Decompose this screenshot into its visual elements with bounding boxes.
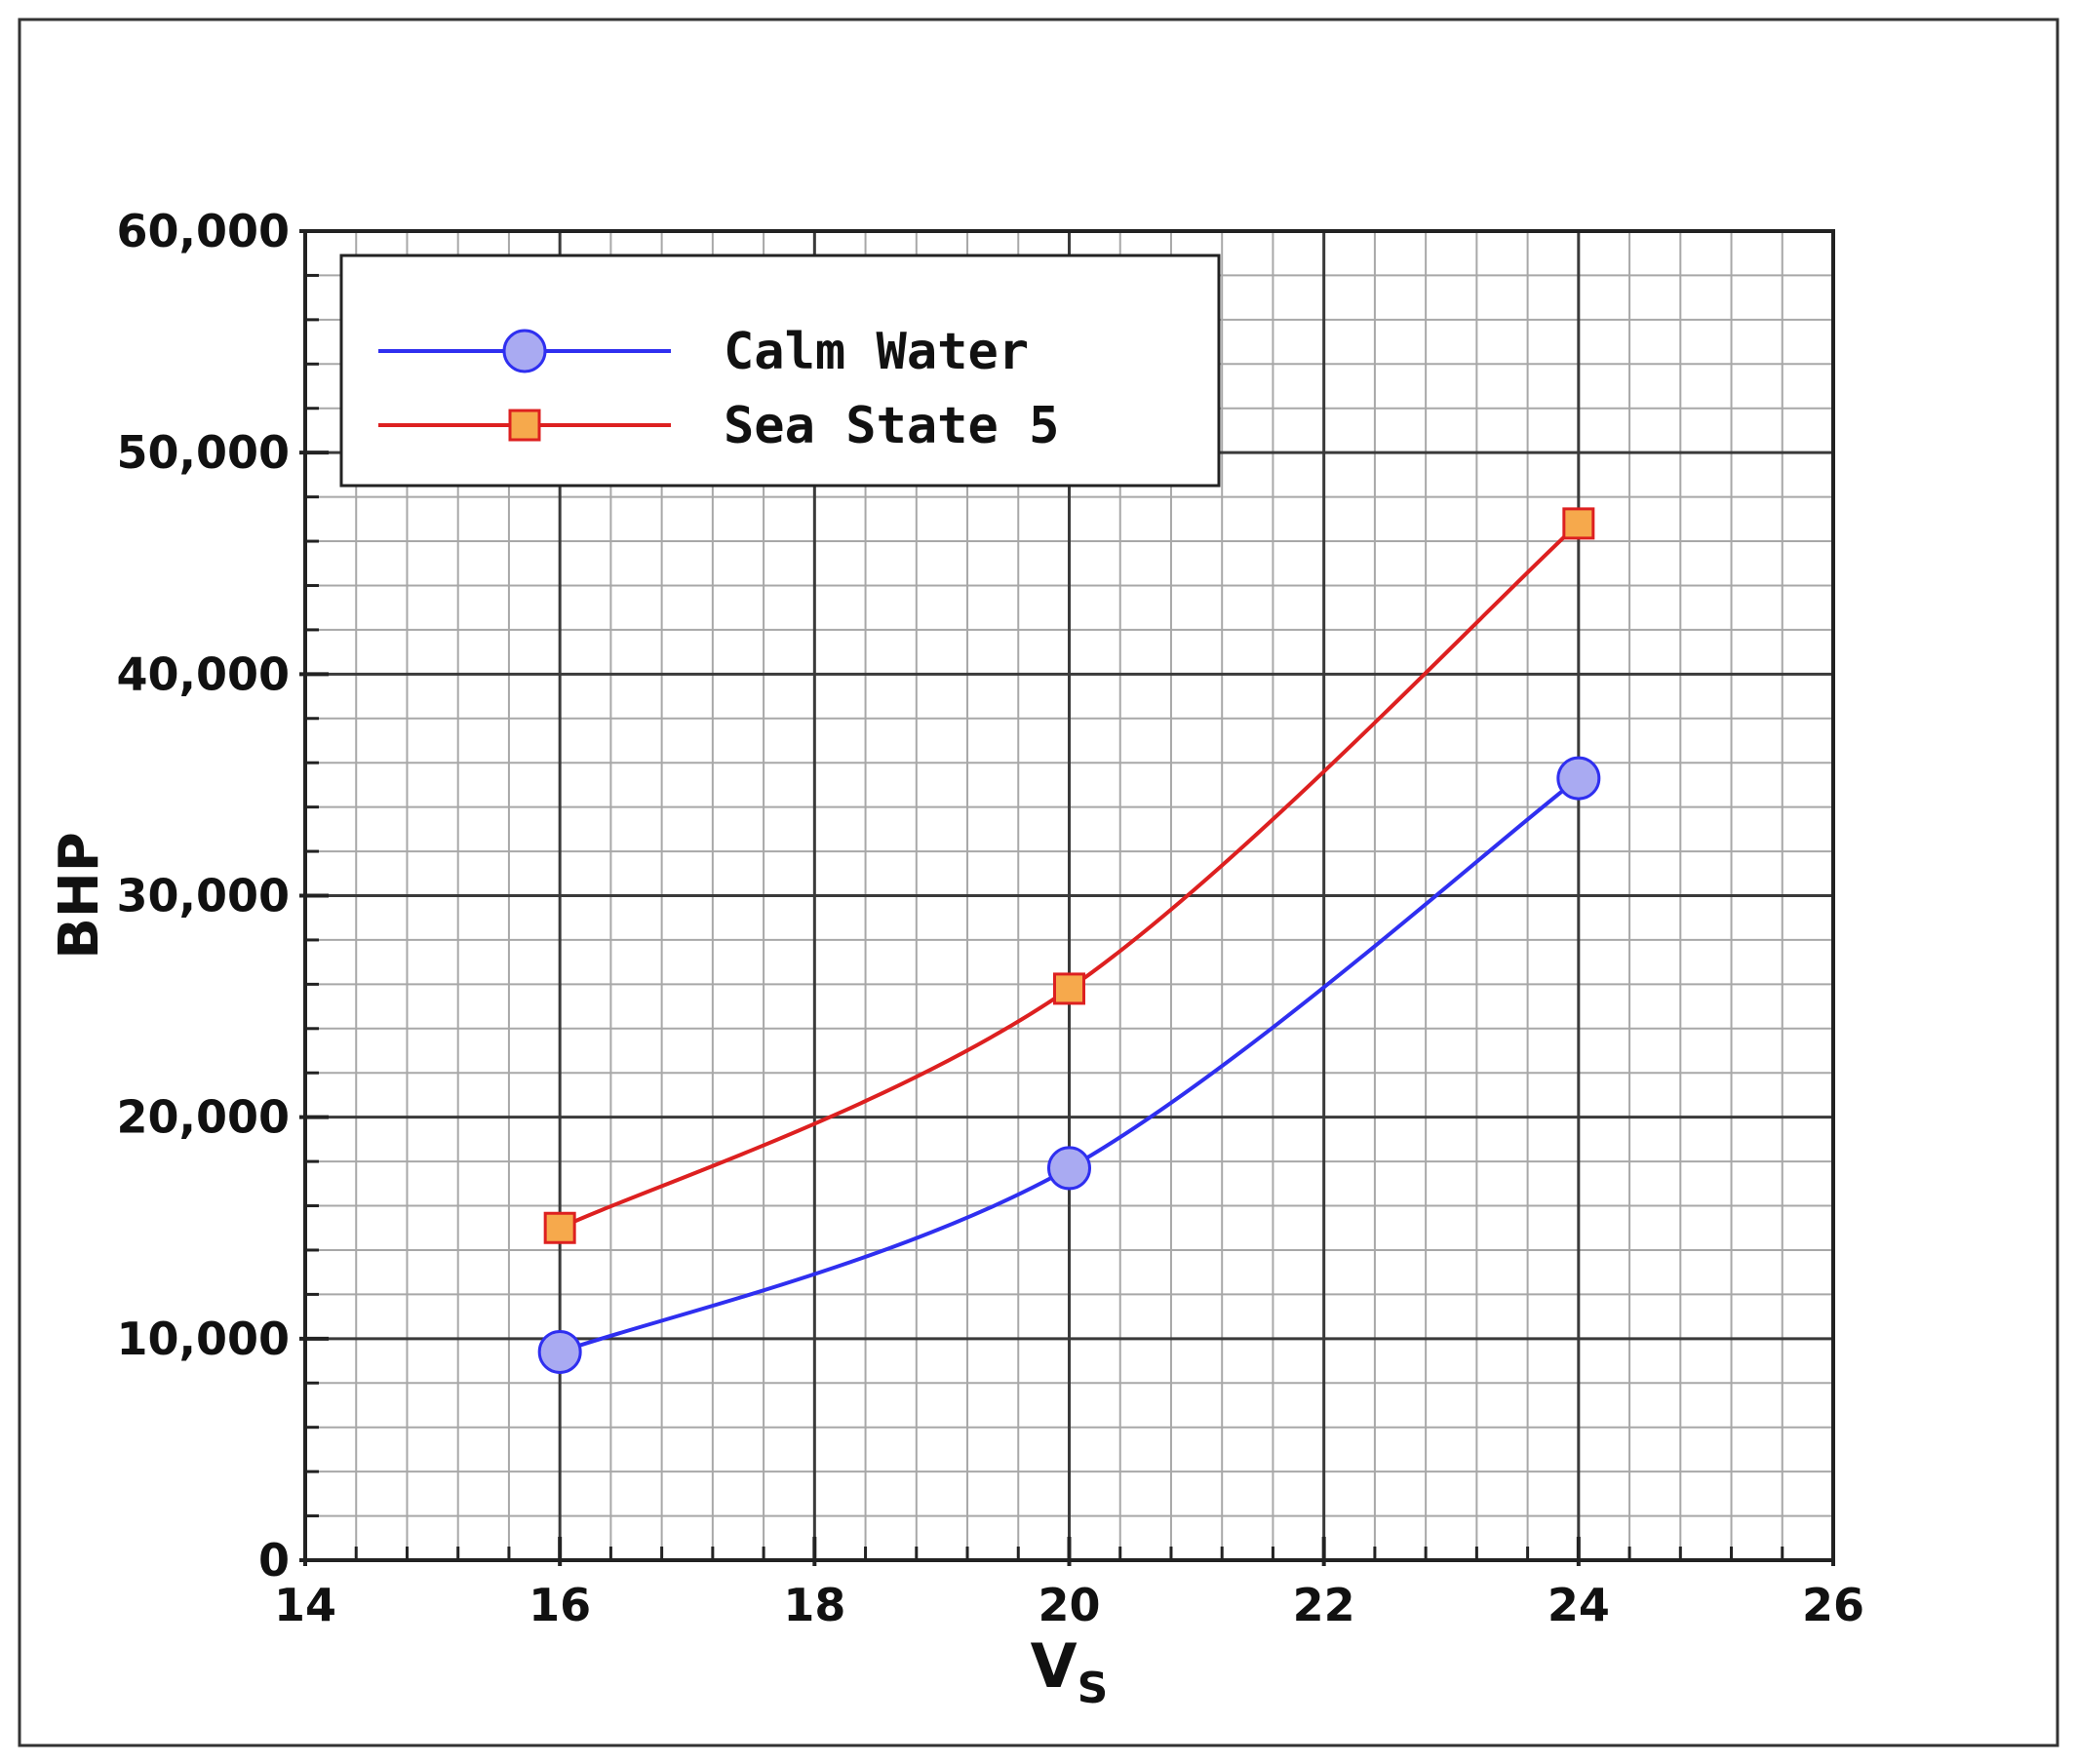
data-point-calm-water <box>537 1329 582 1374</box>
y-tick-label: 30,000 <box>116 870 290 922</box>
x-axis-label-subscript: S <box>1078 1664 1109 1713</box>
plot-area-frame <box>303 229 1835 1562</box>
data-point-sea-state-5 <box>1562 507 1595 540</box>
x-tick-label: 20 <box>1038 1579 1100 1631</box>
y-axis-label: BHP <box>48 832 111 960</box>
y-tick-labels: 0 10,000 20,000 30,000 40,000 50,000 60,000 <box>116 205 290 1587</box>
y-tick-label: 40,000 <box>116 647 290 700</box>
data-point-calm-water <box>1556 756 1601 801</box>
y-tick-label: 60,000 <box>116 205 290 257</box>
series-layer <box>537 507 1601 1374</box>
x-tick-label: 24 <box>1548 1579 1610 1631</box>
y-tick-label: 50,000 <box>116 426 290 479</box>
y-tick-label: 0 <box>258 1534 290 1587</box>
x-tick-label: 18 <box>783 1579 845 1631</box>
data-point-sea-state-5 <box>1053 972 1085 1005</box>
x-tick-label: 26 <box>1802 1579 1864 1631</box>
legend-entry-sea-state-5: Sea State 5 <box>378 397 1059 455</box>
data-point-calm-water <box>1047 1146 1091 1191</box>
legend-label: Calm Water <box>724 323 1029 381</box>
y-tick-label: 10,000 <box>116 1313 290 1365</box>
x-axis-label-main: V <box>1031 1630 1078 1702</box>
x-tick-label: 16 <box>529 1579 591 1631</box>
legend-label: Sea State 5 <box>724 397 1059 455</box>
data-point-sea-state-5 <box>543 1211 576 1244</box>
x-axis-label: VS <box>1031 1630 1109 1713</box>
x-tick-label: 22 <box>1293 1579 1355 1631</box>
series-sea-state-5 <box>543 507 1595 1244</box>
legend-marker <box>502 329 547 373</box>
y-tick-label: 20,000 <box>116 1091 290 1144</box>
x-tick-labels: 14 16 18 20 22 24 26 <box>274 1579 1864 1631</box>
legend-entries: Calm Water Sea State 5 <box>378 323 1059 455</box>
legend-entry-calm-water: Calm Water <box>378 323 1029 381</box>
legend-marker <box>508 409 541 442</box>
series-calm-water <box>537 756 1601 1374</box>
x-tick-label: 14 <box>274 1579 336 1631</box>
legend: Calm Water Sea State 5 <box>339 254 1221 488</box>
legend-box <box>339 254 1221 488</box>
